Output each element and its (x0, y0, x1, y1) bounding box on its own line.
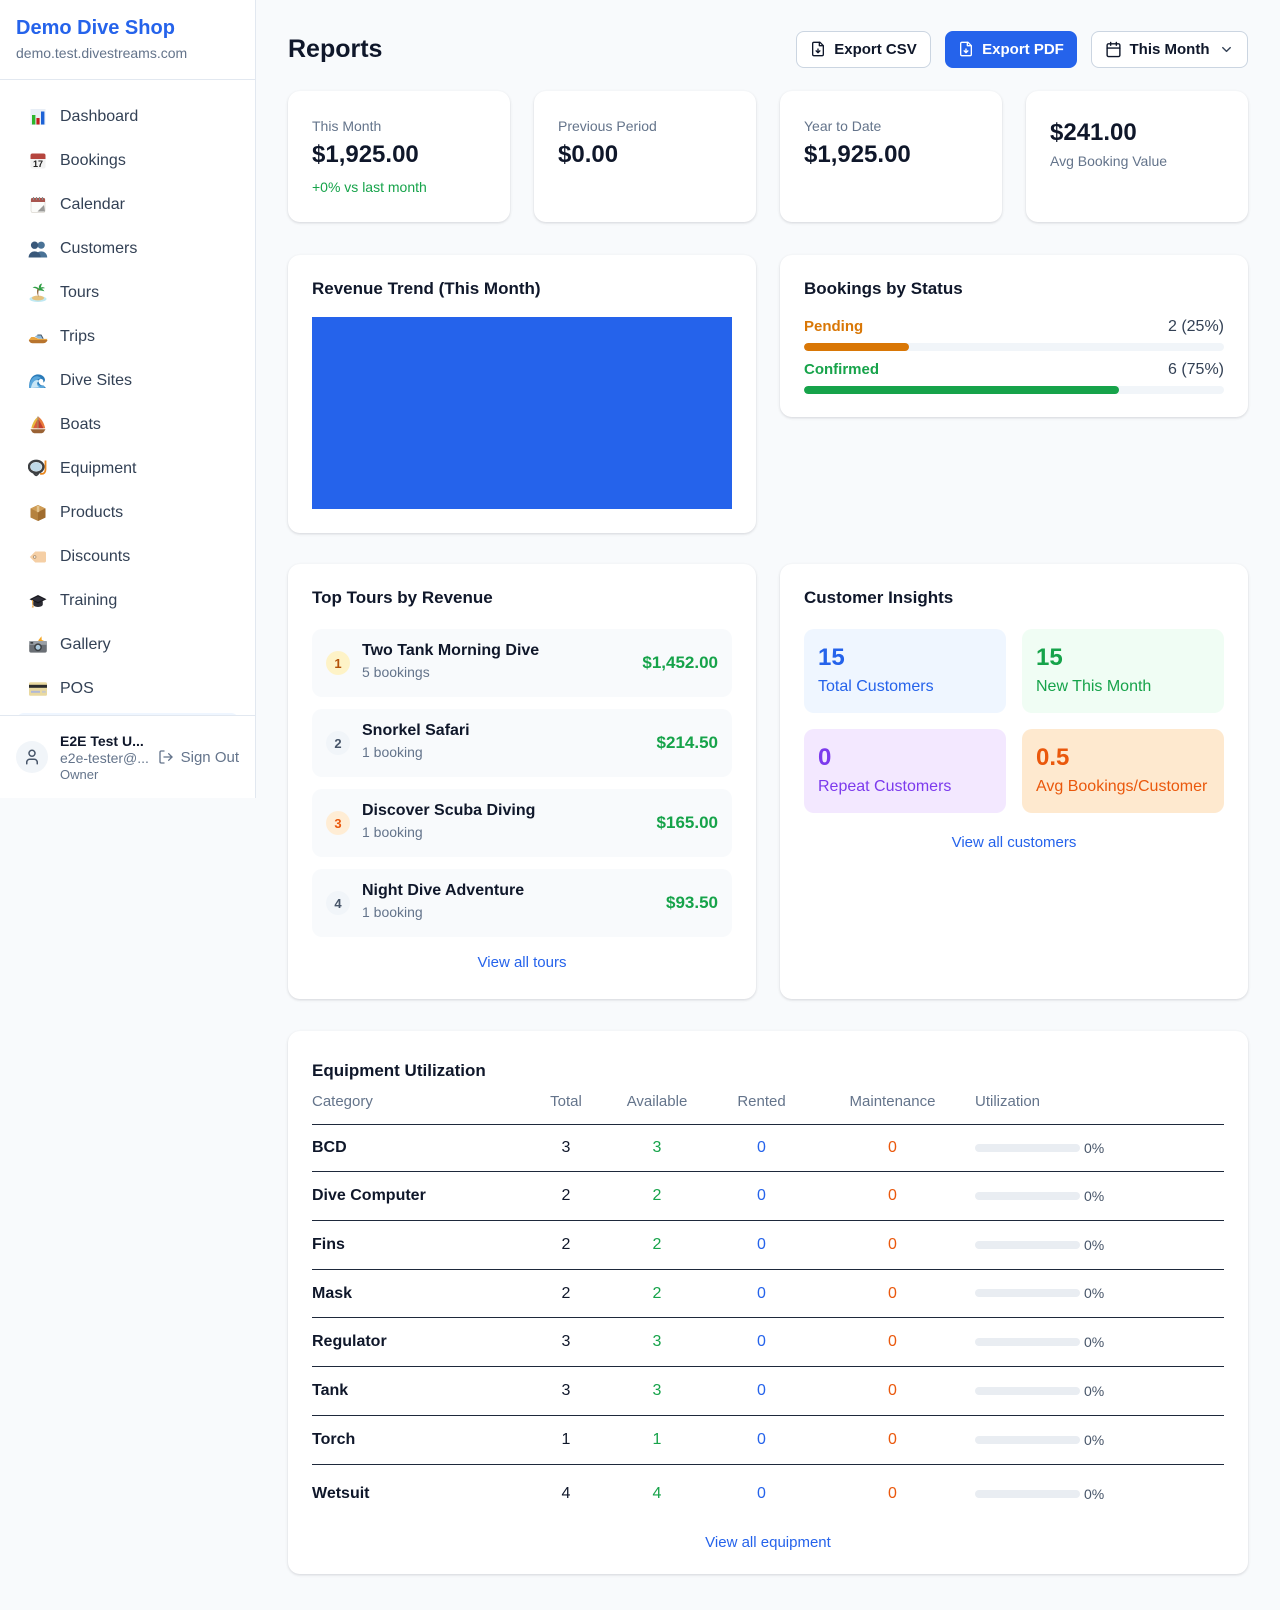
svg-text:17: 17 (33, 159, 43, 169)
